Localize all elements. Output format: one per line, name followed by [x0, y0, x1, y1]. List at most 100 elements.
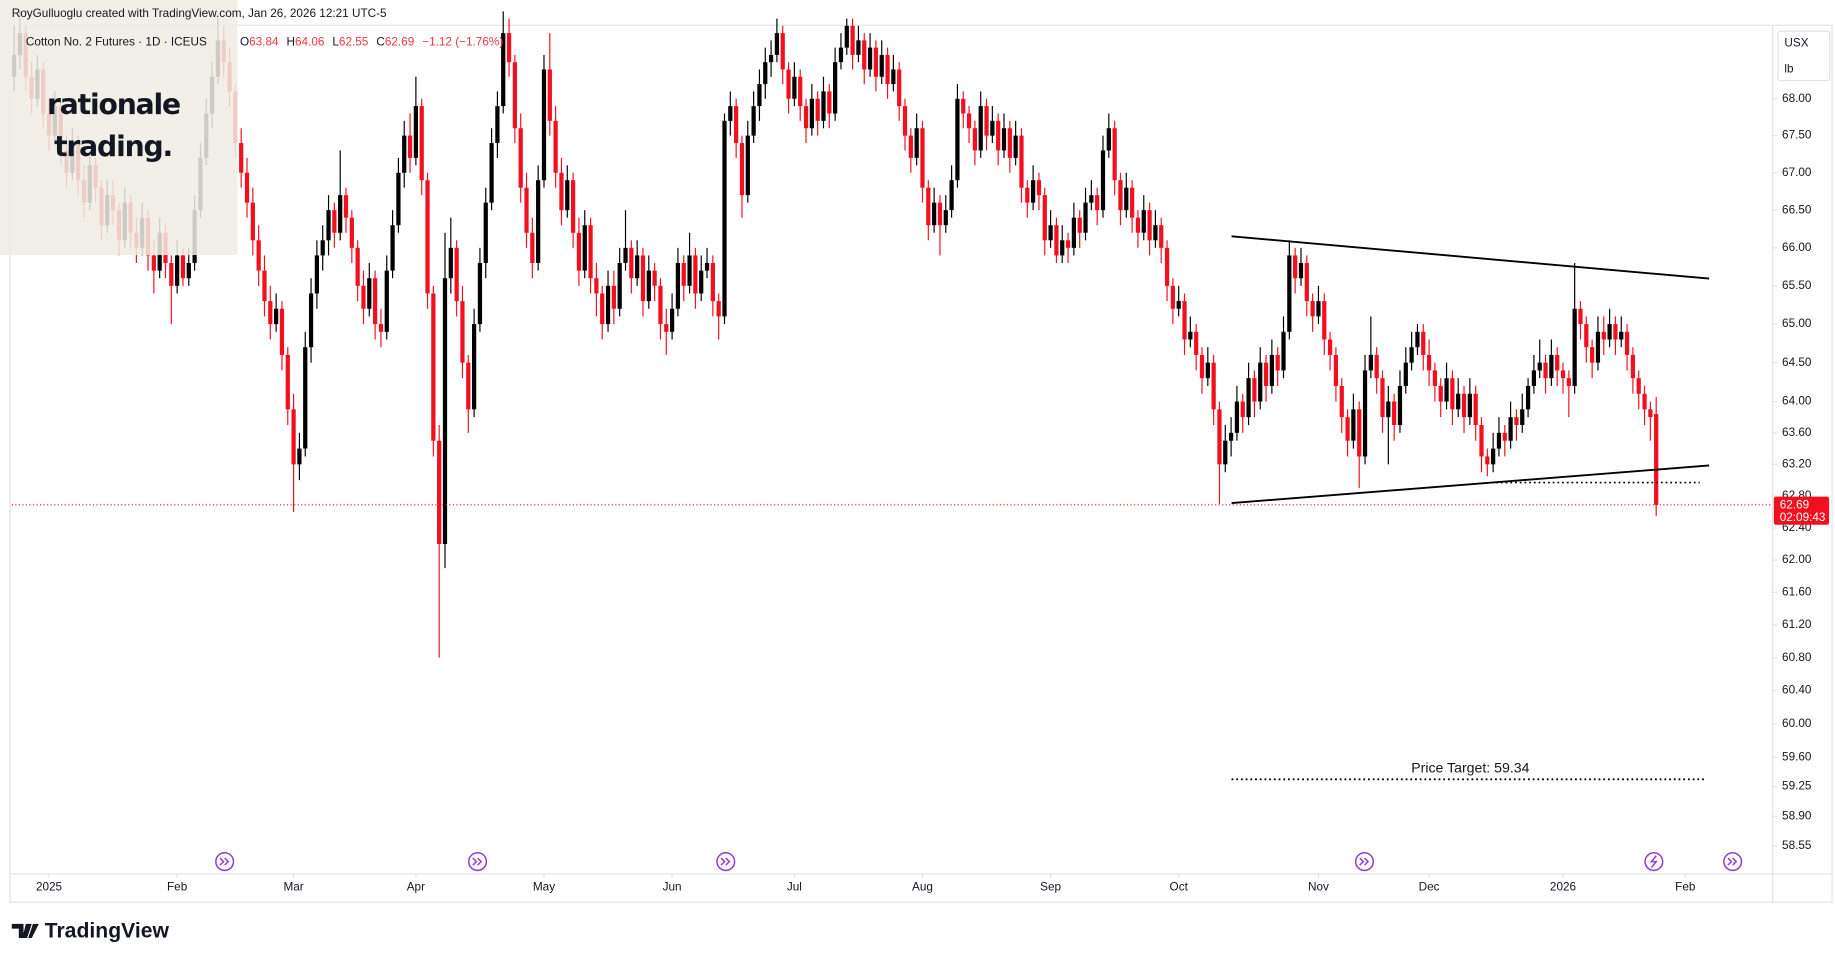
x-tick-label: Sep [1040, 881, 1061, 894]
unit-box[interactable] [1777, 30, 1831, 82]
candle-body [1298, 263, 1304, 279]
candle-body [722, 120, 727, 317]
candle-body [512, 62, 517, 129]
candle-body [658, 285, 663, 325]
candle-body [1508, 417, 1513, 441]
candle-body [250, 202, 255, 241]
candle-body [955, 98, 960, 181]
candle-body [460, 301, 465, 363]
event-icon[interactable] [716, 852, 736, 872]
candle-body [669, 308, 675, 332]
candle-body [600, 293, 605, 325]
candle-body [396, 172, 401, 226]
candle-body [349, 217, 354, 248]
candle-body [1461, 393, 1467, 418]
candle-body [576, 232, 582, 271]
candle-body [833, 62, 838, 114]
event-icon[interactable] [215, 852, 235, 872]
candle-body [1065, 240, 1071, 248]
candle-body [809, 98, 814, 129]
candle-body [442, 278, 448, 544]
candle-body [588, 225, 593, 279]
event-icons [215, 852, 1743, 872]
event-icon[interactable] [1354, 852, 1375, 872]
candle-body [320, 240, 325, 256]
candle-body [681, 263, 686, 286]
candle-body [1590, 347, 1595, 363]
candle-body [803, 106, 809, 129]
candle-body [914, 128, 919, 158]
symbol: Cotton No. 2 Futures · 1D · ICEUS [26, 35, 207, 48]
candle-body [169, 263, 174, 286]
candle-body [1316, 301, 1321, 317]
candle-body [763, 62, 768, 85]
candle-body [996, 120, 1001, 151]
y-tick-label: 60.80 [1782, 651, 1812, 664]
candle-body [1205, 362, 1210, 379]
candle-body [1281, 331, 1286, 371]
ohlc-value: 64.06 [295, 35, 325, 48]
candle-body [1263, 362, 1269, 386]
candle-body [716, 301, 721, 317]
candle-body [1403, 362, 1408, 386]
candle-body [1345, 417, 1350, 441]
candle-body [1357, 409, 1362, 457]
candle-body [1089, 195, 1094, 203]
candle-body [530, 232, 535, 264]
candle-body [378, 324, 384, 332]
candle-body [739, 143, 745, 196]
candle-body [926, 187, 931, 226]
candle-body [1491, 448, 1496, 465]
candle-body [1392, 401, 1397, 425]
candle-body [495, 106, 500, 144]
candle-body [1572, 308, 1577, 386]
candle-body [1397, 385, 1403, 425]
candle-body [1164, 247, 1170, 286]
candle-body [536, 180, 541, 264]
event-icon[interactable] [1723, 852, 1743, 872]
candle-body [815, 98, 820, 121]
candle-body [1339, 385, 1344, 418]
candle-body [483, 202, 488, 264]
y-tick-label: 68.00 [1782, 92, 1812, 105]
candle-body [745, 135, 750, 196]
candle-body [850, 25, 855, 55]
candle-body [1007, 128, 1012, 158]
candle-body [279, 308, 285, 355]
footer-logo [11, 923, 39, 939]
candle-body [274, 308, 279, 325]
candle-body [343, 195, 349, 218]
candle-body [1479, 424, 1484, 457]
candle-body [1048, 225, 1053, 241]
y-tick-label: 66.50 [1782, 203, 1812, 216]
candle-body [891, 69, 896, 85]
candle-body [565, 180, 570, 211]
candle-body [1648, 409, 1653, 418]
candle-body [1182, 301, 1187, 340]
y-tick-label: 59.60 [1782, 750, 1812, 763]
y-tick-label: 61.20 [1782, 618, 1812, 631]
candle-body [1654, 414, 1659, 505]
candle-body [1106, 128, 1111, 151]
candle-body [1473, 393, 1478, 425]
candle-body [151, 255, 156, 271]
unit-label: lb [1784, 62, 1794, 75]
y-tick-label: 64.00 [1782, 395, 1812, 408]
candle-body [1549, 354, 1554, 379]
candle-body [407, 135, 413, 158]
candle-body [652, 270, 657, 286]
candle-body [1228, 432, 1234, 441]
candle-body [413, 106, 418, 158]
candle-body [1019, 135, 1024, 188]
candle-body [1333, 354, 1339, 386]
candle-body [792, 76, 797, 99]
candle-body [1386, 401, 1391, 418]
candle-body [932, 202, 937, 226]
event-icon[interactable] [467, 852, 488, 872]
candle-body [937, 202, 943, 226]
candle-body [1327, 339, 1333, 355]
candle-body [990, 120, 995, 136]
event-icon[interactable] [1644, 852, 1664, 872]
candle-body [559, 172, 564, 211]
